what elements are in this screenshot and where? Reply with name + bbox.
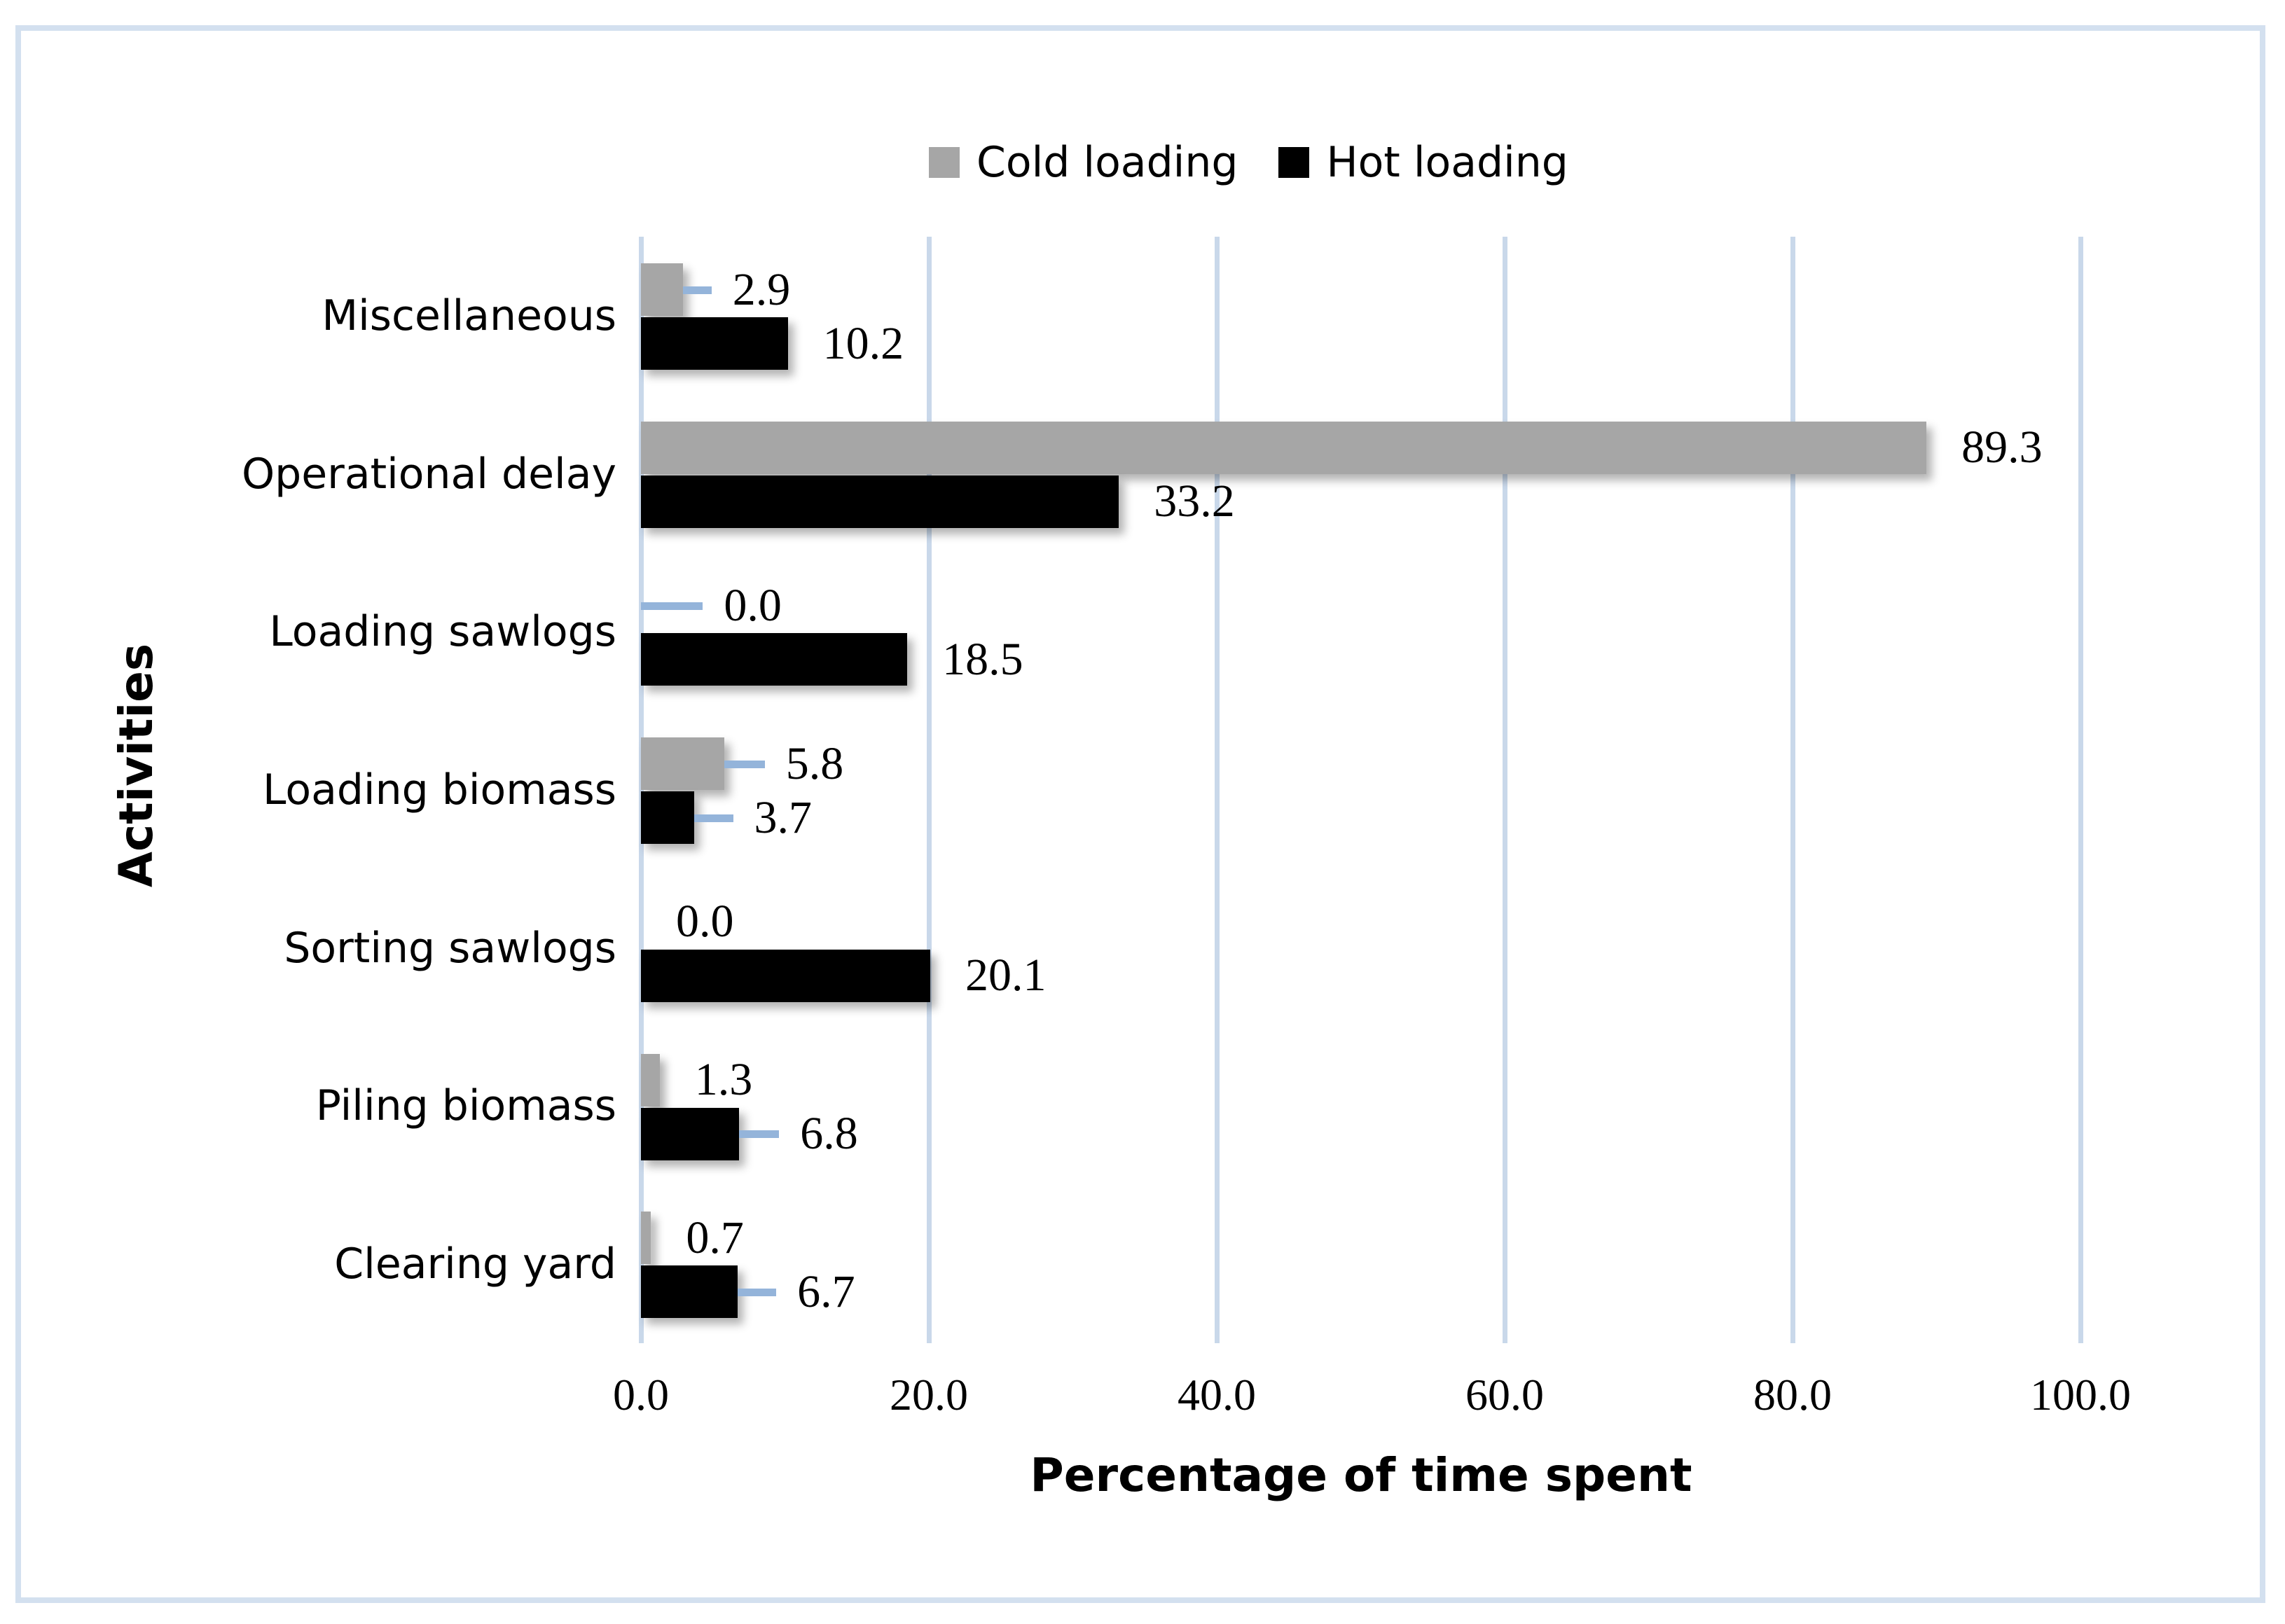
x-tick-label: 20.0: [890, 1370, 968, 1420]
y-axis-title: Activities: [109, 643, 163, 888]
gridline-40.0: [1215, 237, 1220, 1343]
error-bar: [682, 286, 712, 294]
value-label: 18.5: [942, 633, 1023, 685]
category-label: Clearing yard: [334, 1240, 616, 1289]
value-label: 0.7: [686, 1212, 744, 1263]
x-tick-label: 80.0: [1753, 1370, 1832, 1420]
bar-cold-loading: [641, 263, 683, 316]
value-label: 10.2: [822, 317, 904, 369]
error-bar: [724, 760, 765, 768]
legend-swatch-hot-loading: [1278, 147, 1310, 178]
value-label: 89.3: [1961, 422, 2043, 473]
value-label: 33.2: [1154, 476, 1235, 527]
bar-hot-loading: [641, 949, 931, 1002]
error-bar: [641, 602, 703, 610]
bar-hot-loading: [641, 1265, 738, 1319]
bar-cold-loading: [641, 1053, 660, 1106]
legend-swatch-cold-loading: [929, 147, 960, 178]
gridline-60.0: [1503, 237, 1507, 1343]
bar-hot-loading: [641, 1107, 739, 1160]
value-label: 1.3: [694, 1054, 753, 1106]
error-bar: [694, 814, 733, 822]
gridline-80.0: [1790, 237, 1795, 1343]
x-tick-label: 0.0: [613, 1370, 669, 1420]
bar-cold-loading: [641, 1212, 651, 1265]
x-tick-label: 40.0: [1178, 1370, 1256, 1420]
bar-hot-loading: [641, 317, 788, 370]
category-label: Miscellaneous: [322, 291, 616, 340]
bar-cold-loading: [641, 421, 1927, 474]
value-label: 6.7: [797, 1265, 855, 1317]
error-bar: [737, 1288, 777, 1296]
gridline-100.0: [2078, 237, 2083, 1343]
figure-border: [15, 25, 2265, 1603]
legend-item-cold-loading: Cold loading: [929, 134, 1238, 190]
bar-hot-loading: [641, 791, 695, 845]
value-label: 0.0: [676, 896, 734, 948]
bar-cold-loading: [641, 737, 725, 791]
value-label: 2.9: [732, 263, 791, 315]
value-label: 5.8: [785, 737, 844, 789]
x-tick-label: 60.0: [1465, 1370, 1544, 1420]
value-label: 0.0: [724, 579, 782, 631]
bar-hot-loading: [641, 633, 908, 686]
category-label: Piling biomass: [315, 1081, 616, 1131]
category-label: Operational delay: [241, 449, 616, 499]
legend-item-hot-loading: Hot loading: [1278, 134, 1568, 190]
category-label: Loading sawlogs: [269, 607, 616, 657]
x-axis-title: Percentage of time spent: [1030, 1448, 1692, 1502]
legend-label-hot-loading: Hot loading: [1326, 138, 1568, 187]
x-tick-label: 100.0: [2030, 1370, 2131, 1420]
error-bar: [738, 1130, 780, 1139]
value-label: 3.7: [754, 791, 813, 843]
category-label: Sorting sawlogs: [284, 923, 616, 973]
chart-legend: Cold loading Hot loading: [929, 134, 1568, 190]
value-label: 20.1: [965, 950, 1047, 1001]
value-label: 6.8: [800, 1108, 858, 1160]
category-label: Loading biomass: [263, 765, 616, 814]
bar-hot-loading: [641, 475, 1119, 528]
gridline-20.0: [927, 237, 932, 1343]
legend-label-cold-loading: Cold loading: [976, 138, 1238, 187]
